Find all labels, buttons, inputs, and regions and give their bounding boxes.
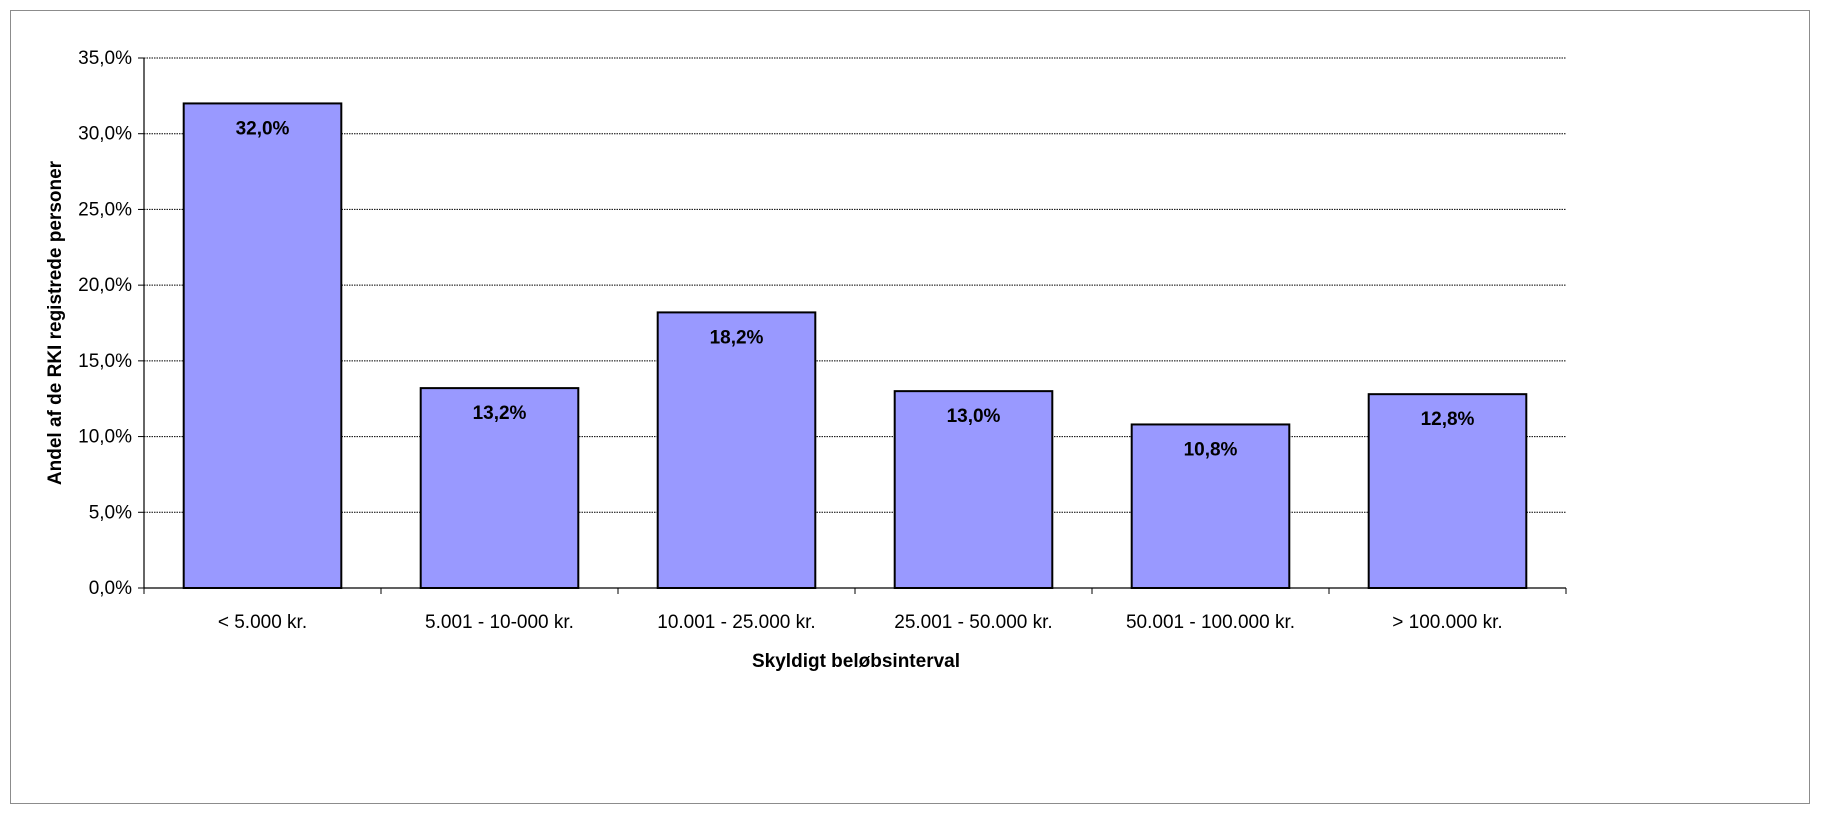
y-tick-label: 0,0%: [89, 578, 132, 599]
data-label: 12,8%: [1421, 409, 1475, 430]
category-labels: < 5.000 kr. 5.001 - 10-000 kr. 10.001 - 25…: [218, 612, 1503, 633]
bars: [182, 102, 1528, 590]
data-label: 13,2%: [473, 403, 527, 424]
y-axis-title: Andel af de RKI registrede personer: [45, 160, 66, 485]
gridlines: [144, 57, 1566, 513]
bar: [182, 102, 343, 590]
bar: [893, 390, 1054, 589]
data-label: 13,0%: [947, 406, 1001, 427]
data-label: 10,8%: [1184, 439, 1238, 460]
y-tick-label: 35,0%: [78, 48, 132, 69]
x-axis-title: Skyldigt beløbsinterval: [752, 651, 960, 672]
chart-frame: 0,0% 5,0% 10,0% 15,0% 20,0% 25,0% 30,0% 35,0% <…: [10, 10, 1810, 804]
category-label: 50.001 - 100.000 kr.: [1126, 612, 1295, 633]
data-label: 18,2%: [710, 327, 764, 348]
category-label: > 100.000 kr.: [1392, 612, 1502, 633]
bar: [656, 311, 817, 589]
bar-chart: 0,0% 5,0% 10,0% 15,0% 20,0% 25,0% 30,0% 35,0% <…: [45, 48, 1567, 672]
y-tick-label: 5,0%: [89, 502, 132, 523]
y-tick-labels: 0,0% 5,0% 10,0% 15,0% 20,0% 25,0% 30,0% 35,0%: [78, 48, 132, 599]
y-tick-label: 25,0%: [78, 199, 132, 220]
data-label: 32,0%: [236, 118, 290, 139]
y-tick-label: 30,0%: [78, 124, 132, 145]
y-tick-label: 10,0%: [78, 427, 132, 448]
y-tick-label: 20,0%: [78, 275, 132, 296]
category-label: 5.001 - 10-000 kr.: [425, 612, 574, 633]
category-label: < 5.000 kr.: [218, 612, 307, 633]
bar: [419, 387, 580, 589]
category-label: 10.001 - 25.000 kr.: [657, 612, 815, 633]
data-labels: 32,0% 13,2% 18,2% 13,0% 10,8% 12,8%: [236, 118, 1475, 460]
axes: [138, 57, 1567, 594]
category-label: 25.001 - 50.000 kr.: [894, 612, 1052, 633]
y-tick-label: 15,0%: [78, 351, 132, 372]
